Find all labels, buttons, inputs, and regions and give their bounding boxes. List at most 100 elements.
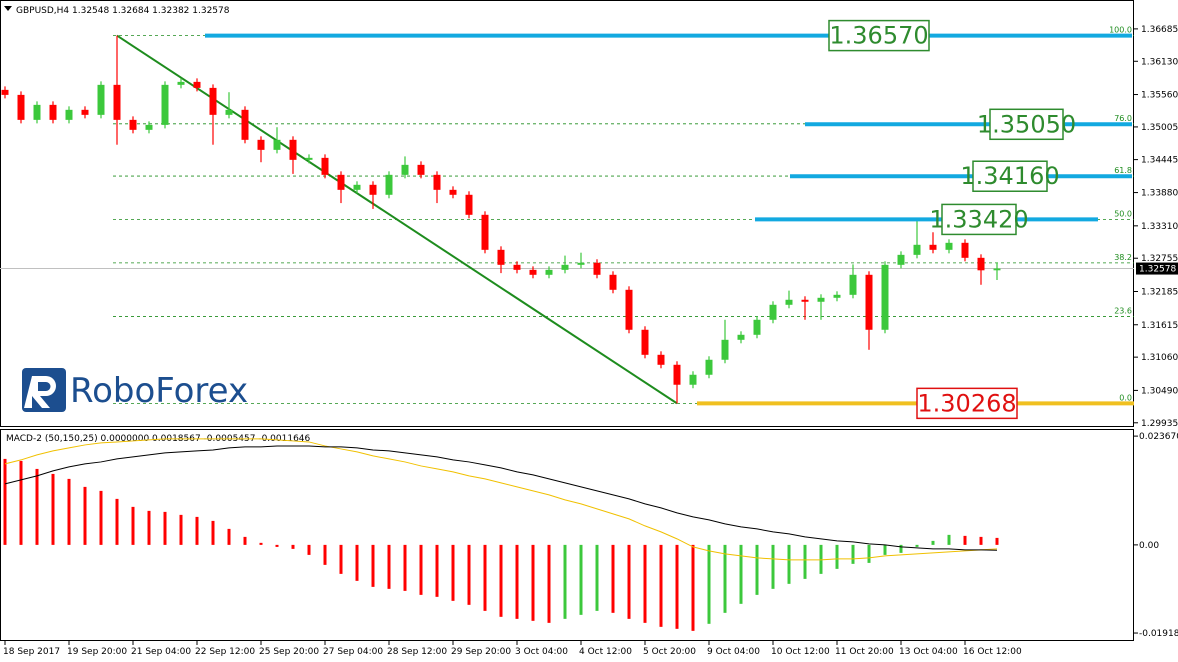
histogram-bar	[515, 544, 519, 619]
candle-body	[353, 184, 361, 190]
histogram-bar	[371, 544, 375, 587]
x-tick-label: 11 Oct 20:00	[835, 647, 894, 657]
macd-line	[4, 445, 998, 551]
target-box	[941, 203, 1017, 236]
y-tick-label: 1.32185	[1141, 287, 1178, 297]
histogram-bar	[147, 510, 151, 545]
histogram-bar	[83, 486, 87, 545]
x-tick-label: 21 Sep 04:00	[131, 647, 191, 657]
x-tick-label: 5 Oct 20:00	[643, 647, 696, 657]
histogram-bar	[771, 544, 775, 589]
candle-body	[577, 262, 585, 265]
candle-body	[657, 354, 665, 365]
candle-body	[81, 109, 89, 115]
x-tick-label: 29 Sep 20:00	[451, 647, 511, 657]
x-tick-label: 27 Sep 04:00	[323, 647, 383, 657]
candle-body	[993, 268, 1001, 271]
candle-body	[465, 194, 473, 215]
logo-text: RoboForex	[70, 371, 248, 411]
histogram-bar	[723, 544, 727, 613]
fib-label: 0.0	[1119, 393, 1132, 402]
candle-body	[913, 244, 921, 255]
histogram-bar	[595, 544, 599, 611]
candle-body	[513, 264, 521, 270]
y-tick-label: 1.35560	[1141, 91, 1178, 101]
candle-body	[865, 274, 873, 330]
target-box	[828, 19, 930, 52]
histogram-bar	[243, 536, 247, 545]
candle-body	[529, 269, 537, 275]
current-price-box	[1136, 262, 1178, 275]
target-label: 1.30268	[917, 389, 1016, 417]
y-tick-label: 1.31060	[1141, 353, 1178, 363]
candle-body	[721, 339, 729, 360]
x-tick-label: 4 Oct 12:00	[579, 647, 632, 657]
fib-label: 100.0	[1109, 26, 1132, 35]
histogram-bar	[451, 544, 455, 601]
y-tick-label: 1.33310	[1141, 222, 1178, 232]
histogram-bar	[755, 544, 759, 595]
fib-label: 61.8	[1114, 166, 1132, 175]
y-tick-label: 1.35005	[1141, 123, 1178, 133]
histogram-bar	[963, 535, 967, 545]
candle-body	[225, 109, 233, 115]
target-box	[989, 108, 1064, 141]
fib-label: 23.6	[1114, 307, 1132, 316]
histogram-bar	[835, 544, 839, 569]
candle-body	[129, 119, 137, 130]
histogram-bar	[51, 473, 55, 545]
histogram-bar	[851, 544, 855, 564]
symbol-header: GBPUSD,H4 1.32548 1.32684 1.32382 1.3257…	[16, 6, 230, 16]
histogram-bar	[579, 544, 583, 615]
histogram-bar	[659, 544, 663, 627]
histogram-bar	[739, 544, 743, 604]
histogram-bar	[531, 544, 535, 621]
histogram-bar	[611, 544, 615, 613]
candle-body	[641, 329, 649, 355]
x-tick-label: 10 Oct 12:00	[771, 647, 830, 657]
x-tick-label: 19 Sep 20:00	[67, 647, 127, 657]
candle-body	[385, 174, 393, 195]
candle-body	[545, 269, 553, 275]
candle-body	[417, 164, 425, 175]
candle-body	[145, 124, 153, 130]
histogram-bar	[307, 544, 311, 555]
y-tick-label: 0.023670	[1139, 432, 1178, 442]
target-label: 1.36570	[829, 22, 928, 50]
candle-body	[833, 294, 841, 298]
histogram-bar	[547, 544, 551, 623]
histogram-bar	[67, 478, 71, 545]
histogram-bar	[675, 544, 679, 629]
candle-body	[369, 184, 377, 195]
candle-body	[737, 334, 745, 340]
x-tick-label: 13 Oct 04:00	[899, 647, 958, 657]
target-label: 1.33420	[929, 205, 1028, 233]
histogram-bar	[179, 514, 183, 545]
histogram-bar	[995, 537, 999, 545]
candle-body	[289, 139, 297, 160]
candle-body	[49, 104, 57, 120]
x-tick-label: 18 Sep 2017	[3, 647, 60, 657]
menu-icon	[4, 6, 12, 11]
candle-body	[561, 264, 569, 270]
y-tick-label: 1.32755	[1141, 254, 1178, 264]
histogram-bar	[115, 498, 119, 545]
y-tick-label: 1.34445	[1141, 156, 1178, 166]
y-tick-label: 0.00	[1139, 541, 1159, 551]
candle-body	[33, 104, 41, 120]
candle-body	[977, 257, 985, 271]
candle-body	[609, 274, 617, 290]
x-tick-label: 25 Sep 20:00	[259, 647, 319, 657]
candle-body	[161, 84, 169, 125]
current-price-label: 1.32578	[1139, 265, 1176, 275]
candle-body	[337, 174, 345, 190]
y-tick-label: 1.31615	[1141, 321, 1178, 331]
histogram-bar	[355, 544, 359, 581]
y-tick-label: -0.01918	[1139, 629, 1178, 639]
candle-body	[705, 359, 713, 375]
histogram-bar	[643, 544, 647, 623]
histogram-bar	[403, 544, 407, 591]
candle-body	[1, 89, 9, 95]
candle-body	[481, 214, 489, 250]
